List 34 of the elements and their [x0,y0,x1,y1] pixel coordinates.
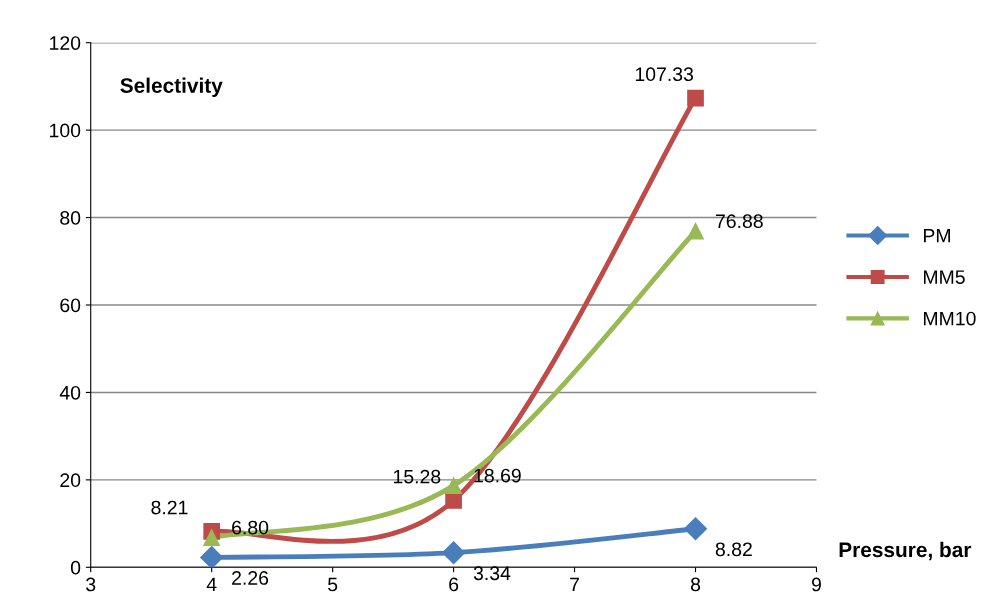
data-label: 76.88 [715,214,763,229]
point [687,222,704,240]
point [445,477,462,494]
y-tick-label: 120 [50,36,81,50]
point [684,517,708,541]
point [445,492,462,509]
data-label: 3.34 [473,566,511,581]
x-tick-label: 7 [570,577,579,592]
data-label: 2.26 [232,571,269,585]
x-tick-label: 4 [206,577,217,592]
point [200,545,224,568]
y-tick-label: 80 [60,211,81,225]
point [442,541,466,565]
data-label: 15.28 [393,469,441,484]
legend-label: MM5 [923,270,965,284]
x-tick-label: 5 [328,577,338,592]
y-axis-title: Selectivity [120,77,223,97]
data-label: 8.21 [151,500,188,515]
y-tick-label: 60 [60,298,81,313]
legend-label: PM [923,228,950,243]
y-tick-label: 0 [70,560,81,575]
data-label: 107.33 [635,67,694,82]
x-tick-label: 9 [811,577,821,592]
y-tick-label: 20 [60,473,81,488]
x-tick-label: 8 [690,577,701,592]
x-axis-title: Pressure, bar [839,541,972,561]
y-tick-label: 40 [59,385,81,400]
x-tick-label: 3 [86,577,96,592]
y-tick-label: 100 [50,123,81,138]
legend-label: MM10 [923,311,976,326]
data-label: 8.82 [715,542,752,557]
point [203,529,221,546]
x-tick-label: 6 [449,577,459,592]
point [687,89,704,107]
